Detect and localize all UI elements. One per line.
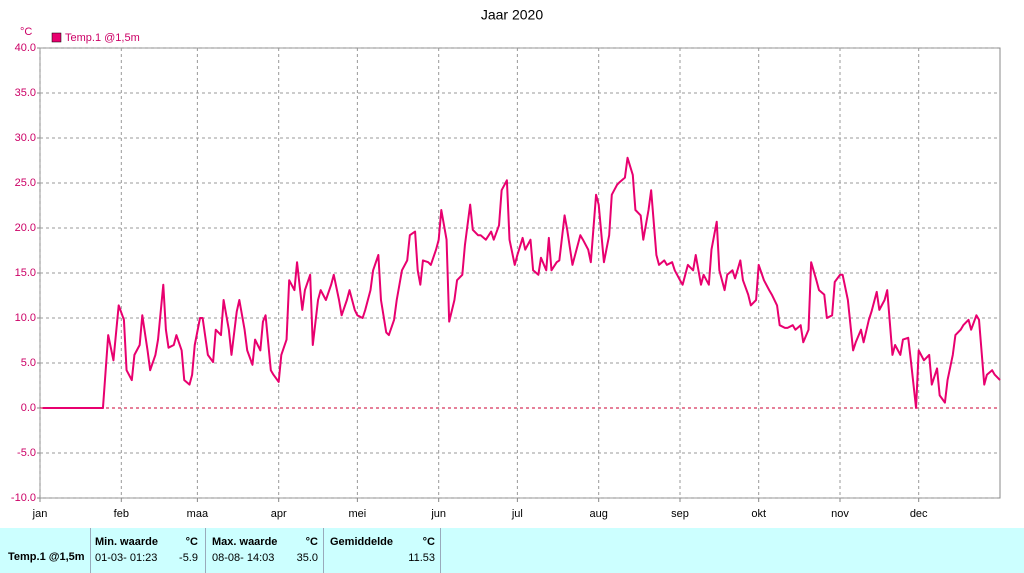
table-cell: 35.0 xyxy=(296,552,318,564)
y-tick-label: 5.0 xyxy=(21,357,36,369)
column-header: Max. waarde xyxy=(212,536,278,548)
x-tick-label: jan xyxy=(32,508,48,520)
x-tick-label: jun xyxy=(430,508,446,520)
legend-label: Temp.1 @1,5m xyxy=(65,32,140,44)
x-tick-label: dec xyxy=(910,508,928,520)
y-tick-label: 40.0 xyxy=(15,42,36,54)
table-cell: 11.53 xyxy=(408,552,435,564)
x-tick-label: mei xyxy=(349,508,367,520)
column-header: Min. waarde xyxy=(95,536,158,548)
y-tick-label: 25.0 xyxy=(15,177,36,189)
chart: Jaar 2020 °C -10.0 -5.0 0.0 5.0 10.0 15.0 20.0… xyxy=(11,7,1001,520)
y-tick-label: 0.0 xyxy=(21,402,36,414)
y-tick-label: 10.0 xyxy=(15,312,36,324)
column-header: °C xyxy=(185,536,198,548)
x-tick-label: okt xyxy=(751,508,766,520)
x-tick-label: jul xyxy=(511,508,523,520)
column-separator xyxy=(90,528,91,573)
x-tick-label: aug xyxy=(590,508,608,520)
y-tick-label: -5.0 xyxy=(17,447,36,459)
column-separator xyxy=(205,528,206,573)
x-tick-label: nov xyxy=(831,508,849,520)
y-tick-label: 15.0 xyxy=(15,267,36,279)
stats-table: Min. waarde °C Max. waarde °C Gemiddelde °C Te… xyxy=(0,528,1024,573)
y-unit: °C xyxy=(20,26,32,38)
column-header: Gemiddelde xyxy=(330,536,393,548)
data-line xyxy=(42,156,1001,409)
row-header: Temp.1 @1,5m xyxy=(8,551,85,563)
table-cell: 01-03- 01:23 xyxy=(95,552,158,564)
chart-title: Jaar 2020 xyxy=(481,7,543,23)
y-tick-label: -10.0 xyxy=(11,492,36,504)
column-separator xyxy=(440,528,441,573)
table-cell: 08-08- 14:03 xyxy=(212,552,275,564)
column-header: °C xyxy=(305,536,318,548)
y-tick-label: 35.0 xyxy=(15,87,36,99)
y-tick-label: 20.0 xyxy=(15,222,36,234)
x-tick-label: feb xyxy=(114,508,129,520)
table-cell: -5.9 xyxy=(179,552,198,564)
column-header: °C xyxy=(422,536,435,548)
column-separator xyxy=(323,528,324,573)
y-tick-label: 30.0 xyxy=(15,132,36,144)
x-tick-label: apr xyxy=(271,508,287,520)
legend-swatch xyxy=(51,32,62,43)
x-tick-label: sep xyxy=(671,508,689,520)
x-tick-label: maa xyxy=(187,508,209,520)
